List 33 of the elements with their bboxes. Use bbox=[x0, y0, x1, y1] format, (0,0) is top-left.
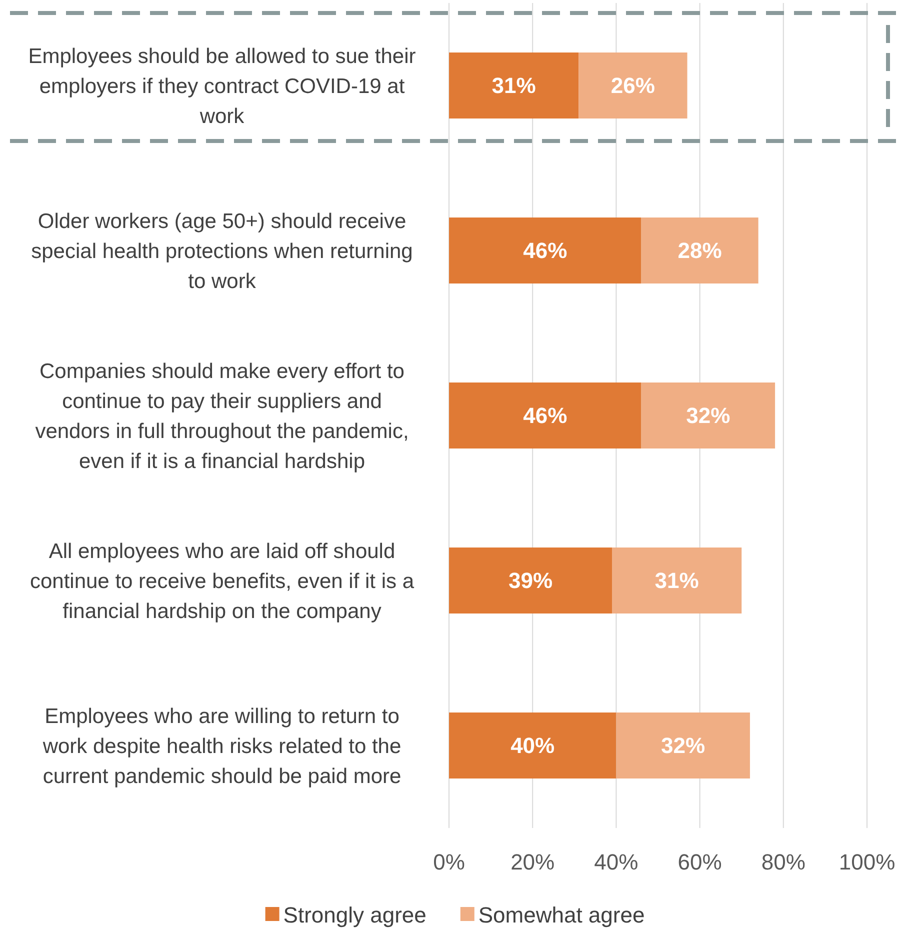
y-tick-label: All employees who are laid off should continue to receive benefits, even if it is a financial hardship on the company bbox=[30, 540, 414, 623]
bar bbox=[449, 548, 612, 614]
data-label: 40% bbox=[510, 733, 555, 758]
data-label: 32% bbox=[686, 403, 730, 428]
data-label: 26% bbox=[610, 73, 655, 98]
x-tick-label: 100% bbox=[838, 850, 896, 875]
data-label: 31% bbox=[492, 73, 536, 98]
bar bbox=[612, 548, 742, 614]
data-label: 46% bbox=[523, 238, 568, 264]
legend-label: Strongly agree bbox=[283, 902, 426, 928]
data-label: 28% bbox=[678, 238, 722, 264]
data-label: 31% bbox=[654, 568, 699, 594]
bar bbox=[449, 52, 579, 118]
x-tick-label: 0% bbox=[433, 850, 465, 875]
data-label: 32% bbox=[661, 733, 706, 758]
data-label: 46% bbox=[523, 403, 568, 428]
x-tick-label: 40% bbox=[594, 850, 638, 875]
bar bbox=[578, 52, 688, 118]
x-tick-label: 20% bbox=[510, 850, 555, 875]
data-label: 39% bbox=[508, 568, 553, 594]
y-tick-label: Companies should make every effort to continue to pay their suppliers and vendors in full throughout the pandemic, even if it is a financial hardship bbox=[35, 360, 409, 473]
y-tick-label: Employees who are willing to return to work despite health risks related to the current pandemic should be paid more bbox=[42, 704, 402, 788]
bar bbox=[641, 218, 758, 284]
x-tick-label: 60% bbox=[678, 850, 722, 875]
bar bbox=[449, 712, 616, 778]
y-tick-label: Older workers (age 50+) should receive special health protections when returning to work bbox=[31, 210, 413, 293]
legend-label: Somewhat agree bbox=[478, 902, 645, 928]
bar bbox=[449, 218, 642, 284]
bar bbox=[449, 382, 642, 448]
bar bbox=[616, 712, 750, 778]
bar bbox=[641, 382, 776, 448]
y-tick-label: Employees should be allowed to sue their employers if they contract COVID-19 at work bbox=[28, 44, 416, 128]
x-tick-label: 80% bbox=[761, 850, 806, 875]
